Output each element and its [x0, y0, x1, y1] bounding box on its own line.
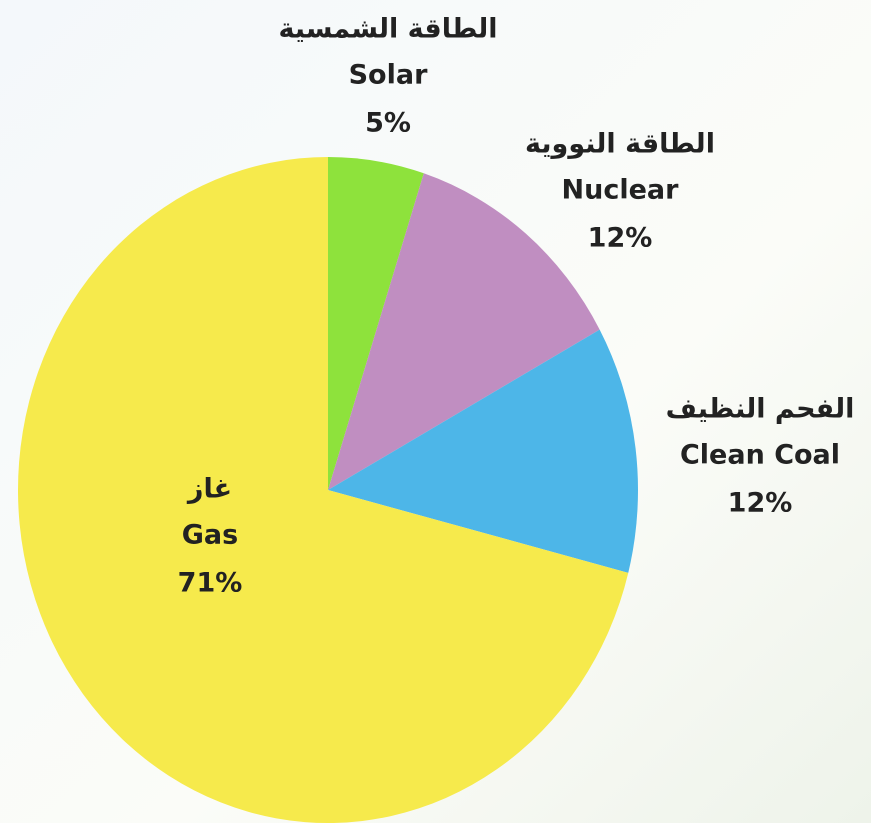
arabic-label: غاز: [186, 474, 232, 505]
pie-slice: [328, 173, 600, 490]
arabic-label: الطاقة النووية: [525, 129, 715, 160]
pie-slice: [328, 157, 424, 490]
pie-slice: [18, 157, 629, 823]
value-label: 12%: [588, 223, 653, 254]
pie: [18, 157, 638, 823]
category-label: Nuclear: [562, 175, 680, 206]
category-label: Gas: [182, 520, 238, 551]
category-label: Clean Coal: [680, 440, 840, 471]
arabic-label: الفحم النظيف: [666, 394, 855, 425]
value-label: 71%: [178, 568, 243, 599]
value-label: 5%: [365, 108, 411, 139]
value-label: 12%: [728, 488, 793, 519]
labels: الطاقة الشمسية Solar 5% الطاقة النووية Nucle…: [178, 14, 855, 599]
category-label: Solar: [349, 60, 428, 91]
arabic-label: الطاقة الشمسية: [278, 14, 497, 45]
pie-slice: [328, 329, 638, 573]
